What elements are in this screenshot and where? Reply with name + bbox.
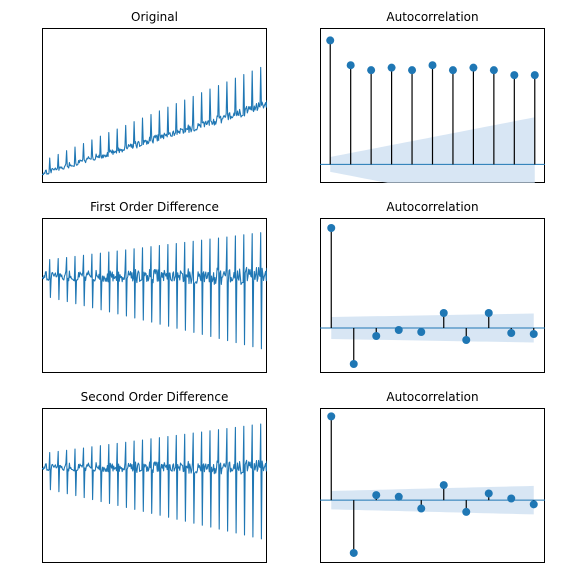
chart-svg: 0100200300-4000-200002000 (42, 408, 267, 563)
panel-title: Autocorrelation (320, 390, 545, 404)
panel-title: Autocorrelation (320, 200, 545, 214)
timeseries-panel: First Order Difference0100200300-2000-10… (42, 218, 267, 373)
chart-svg: 0100200300-2000-100001000 (42, 218, 267, 373)
acf-panel: Autocorrelation02468-0.500.51 (320, 408, 545, 563)
timeseries-panel: Original010020030020003000400050006000 (42, 28, 267, 183)
chart-svg: 02468-0.500.51 (320, 218, 545, 373)
panel-title: Second Order Difference (42, 390, 267, 404)
chart-svg: 02468-0.500.51 (320, 408, 545, 563)
timeseries-panel: Second Order Difference0100200300-4000-2… (42, 408, 267, 563)
chart-svg: 010020030020003000400050006000 (42, 28, 267, 183)
acf-panel: Autocorrelation024681000.51 (320, 28, 545, 183)
chart-svg: 024681000.51 (320, 28, 545, 183)
panel-title: Original (42, 10, 267, 24)
acf-panel: Autocorrelation02468-0.500.51 (320, 218, 545, 373)
panel-title: First Order Difference (42, 200, 267, 214)
panel-title: Autocorrelation (320, 10, 545, 24)
figure: Original010020030020003000400050006000Au… (0, 0, 561, 560)
